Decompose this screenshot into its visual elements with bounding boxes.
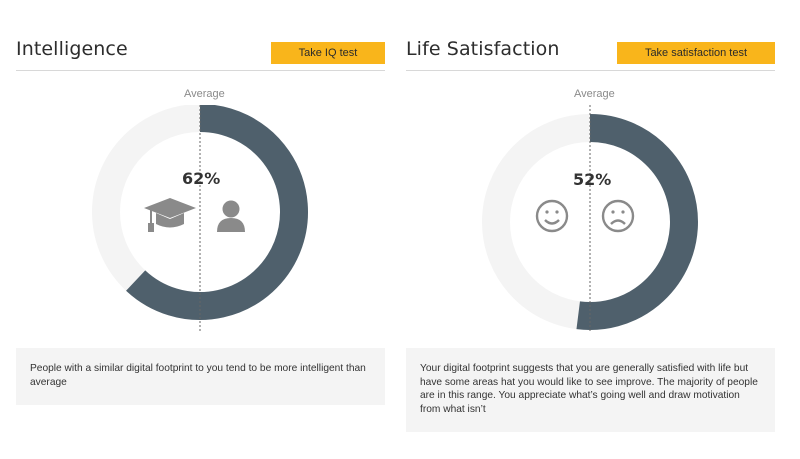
intelligence-gauge bbox=[92, 105, 308, 331]
intelligence-title: Intelligence bbox=[16, 38, 128, 60]
gauge-fill bbox=[576, 114, 698, 330]
intelligence-panel: Intelligence Take IQ test Average 62% Pe… bbox=[16, 0, 385, 459]
gauge-fill bbox=[126, 105, 308, 320]
life-satisfaction-panel: Life Satisfaction Take satisfaction test… bbox=[406, 0, 775, 459]
divider bbox=[406, 70, 775, 71]
sad-face-icon bbox=[601, 199, 635, 233]
intelligence-description: People with a similar digital footprint … bbox=[16, 348, 385, 405]
take-iq-test-button[interactable]: Take IQ test bbox=[271, 42, 385, 64]
graduation-cap-icon bbox=[144, 198, 196, 232]
average-label: Average bbox=[574, 88, 615, 100]
take-satisfaction-test-button[interactable]: Take satisfaction test bbox=[617, 42, 775, 64]
person-icon bbox=[217, 200, 245, 232]
life-satisfaction-gauge bbox=[482, 105, 698, 331]
life-satisfaction-title: Life Satisfaction bbox=[406, 38, 560, 60]
divider bbox=[16, 70, 385, 71]
life-satisfaction-description: Your digital footprint suggests that you… bbox=[406, 348, 775, 432]
smiley-face-icon bbox=[535, 199, 569, 233]
average-label: Average bbox=[184, 88, 225, 100]
intelligence-percent: 62% bbox=[182, 169, 221, 188]
life-satisfaction-percent: 52% bbox=[573, 170, 612, 189]
